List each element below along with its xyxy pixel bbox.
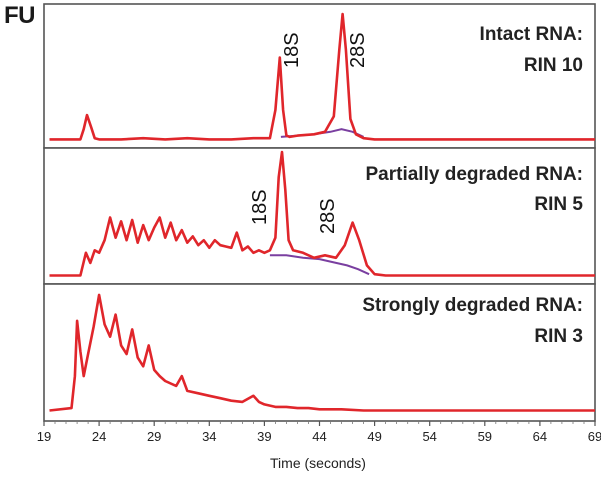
trace-strong (49, 293, 595, 412)
peak-label-28s-intact: 28S (347, 32, 369, 68)
x-tick-label: 44 (312, 429, 326, 444)
peak-label-18s-intact: 18S (281, 32, 303, 68)
trace-intact (49, 12, 595, 141)
x-tick-label: 39 (257, 429, 271, 444)
panel-label-intact-line1: Intact RNA: (480, 24, 583, 45)
x-tick-label: 24 (92, 429, 106, 444)
x-tick-label: 54 (422, 429, 436, 444)
panel-frame-partial (43, 147, 596, 285)
x-tick-label: 69 (588, 429, 601, 444)
panel-label-partial-line2: RIN 5 (534, 194, 583, 215)
x-tick-label: 64 (533, 429, 547, 444)
x-tick-label: 19 (37, 429, 51, 444)
x-tick-label: 59 (478, 429, 492, 444)
x-tick-label: 49 (367, 429, 381, 444)
x-tick-label: 34 (202, 429, 216, 444)
panel-label-partial-line1: Partially degraded RNA: (366, 164, 584, 185)
x-tick-label: 29 (147, 429, 161, 444)
panel-label-strong-line2: RIN 3 (534, 326, 583, 347)
y-axis-label: FU (4, 2, 36, 29)
panel-label-strong-line1: Strongly degraded RNA: (362, 295, 583, 316)
x-axis-title: Time (seconds) (270, 455, 366, 471)
peak-label-18s-partial: 18S (249, 189, 271, 225)
trace-partial (49, 150, 595, 277)
baseline-partial (269, 254, 370, 276)
x-axis: 19 24 29 34 39 44 49 54 59 64 69 (37, 421, 601, 444)
panel-label-intact-line2: RIN 10 (524, 55, 583, 76)
panel-frame-intact (43, 3, 596, 149)
peak-label-28s-partial: 28S (317, 198, 339, 234)
traces-layer (49, 12, 595, 412)
